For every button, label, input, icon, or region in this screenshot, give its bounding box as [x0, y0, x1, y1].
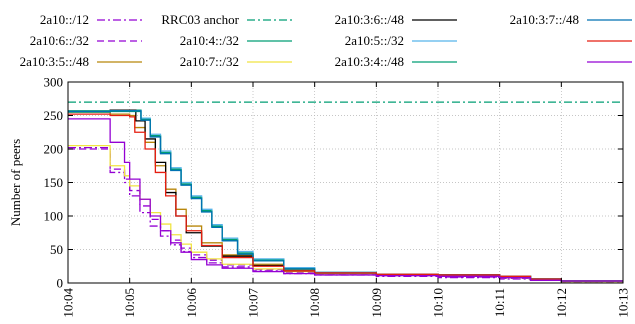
legend-item: 2a10:5::/32: [345, 33, 457, 48]
y-tick-label: 50: [50, 242, 63, 257]
legend-item: 2a10:6::/32: [30, 33, 142, 48]
y-tick-label: 150: [44, 175, 64, 190]
legend-item: 2a10:4::/32: [180, 33, 292, 48]
x-tick-label: 10:08: [307, 288, 322, 318]
y-axis-title: Number of peers: [8, 139, 23, 226]
legend-item: 2a10:3:7::/48: [510, 12, 632, 27]
x-tick-label: 10:11: [492, 288, 507, 317]
y-tick-label: 200: [44, 142, 64, 157]
legend-label: 2a10:3:5::/48: [20, 54, 89, 69]
series-line-10: [68, 113, 623, 282]
series-line-5: [68, 145, 623, 283]
x-tick-label: 10:09: [369, 288, 384, 318]
y-tick-label: 100: [44, 209, 64, 224]
x-tick-label: 10:06: [184, 288, 199, 318]
legend-item: 2a10:7::/32: [180, 54, 292, 69]
legend-label: 2a10:4::/32: [180, 33, 239, 48]
gridlines: [68, 82, 623, 283]
y-axis: 0 50 100 150 200 250 300: [44, 75, 623, 291]
legend-item: 2a10::/12: [40, 12, 142, 27]
legend-item: 2a10:3:6::/48: [335, 12, 457, 27]
x-tick-label: 10:12: [554, 288, 569, 318]
x-tick-label: 10:10: [431, 288, 446, 318]
legend-label: RRC03 anchor: [161, 12, 239, 27]
series-line-9: [68, 110, 623, 282]
legend-label: 2a10::/12: [40, 12, 89, 27]
legend-item: 2a10:3:5::/48: [20, 54, 142, 69]
series-line-0: [68, 147, 623, 283]
x-tick-label: 10:04: [61, 288, 76, 318]
x-tick-label: 10:05: [122, 288, 137, 318]
x-tick-label: 10:13: [616, 288, 631, 318]
legend-label: 2a10:6::/32: [30, 33, 89, 48]
y-tick-label: 0: [57, 276, 64, 291]
series-line-11: [68, 118, 623, 282]
legend-label: 2a10:3:6::/48: [335, 12, 404, 27]
series-line-1: [68, 148, 623, 283]
x-axis: 10:04 10:05 10:06 10:07 10:08 10:09 10:10 10:11…: [61, 82, 631, 318]
legend-label: 2a10:3:7::/48: [510, 12, 579, 27]
legend-item: 2a10:3:4::/48: [335, 54, 457, 69]
legend-label: 2a10:3:4::/48: [335, 54, 404, 69]
y-tick-label: 300: [44, 75, 64, 90]
legend-item: RRC03 anchor: [161, 12, 292, 27]
legend-label: 2a10:5::/32: [345, 33, 404, 48]
y-tick-label: 250: [44, 108, 64, 123]
series-layer: [68, 101, 623, 283]
x-tick-label: 10:07: [246, 288, 261, 318]
legend-label: 2a10:7::/32: [180, 54, 239, 69]
